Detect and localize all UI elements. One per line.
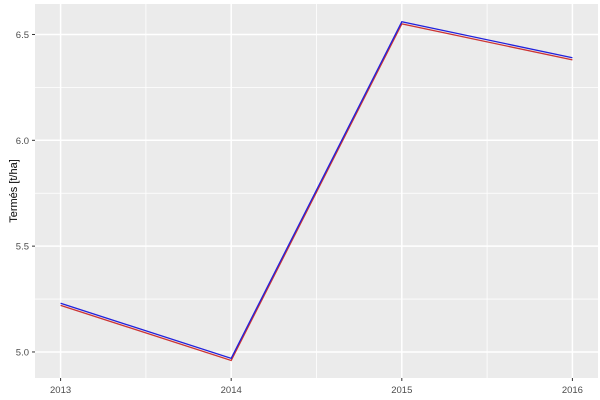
y-axis-title: Termés [t/ha]: [8, 4, 20, 378]
blue-series-line: [60, 21, 573, 360]
y-tick-label: 6.0: [16, 136, 29, 147]
red-series-line: [60, 23, 573, 362]
x-tick-label: 2014: [221, 385, 242, 396]
y-tick-label: 5.5: [16, 242, 29, 253]
x-tick-label: 2015: [391, 385, 412, 396]
y-tick-label: 5.0: [16, 347, 29, 358]
y-axis-title-text: Termés [t/ha]: [8, 159, 20, 223]
x-tick-label: 2013: [50, 385, 71, 396]
y-tick-label: 6.5: [16, 30, 29, 41]
x-tick-label: 2016: [562, 385, 583, 396]
